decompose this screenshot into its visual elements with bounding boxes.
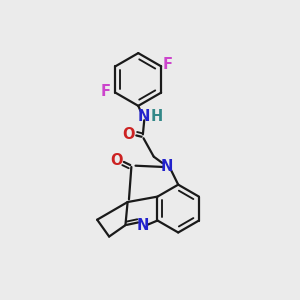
Text: N: N xyxy=(160,160,173,175)
Text: F: F xyxy=(101,84,111,99)
Text: N: N xyxy=(138,109,150,124)
Text: O: O xyxy=(122,128,135,142)
Text: F: F xyxy=(163,57,173,72)
Text: H: H xyxy=(151,109,163,124)
Text: O: O xyxy=(110,153,123,168)
Text: N: N xyxy=(136,218,149,233)
